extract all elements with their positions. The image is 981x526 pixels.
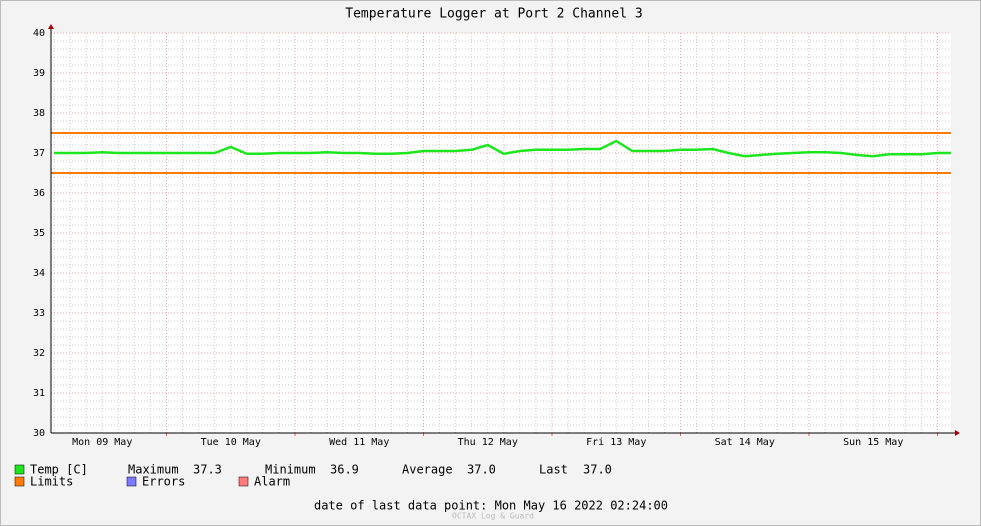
stat-value: 37.3 [193,463,222,477]
x-tick-label: Sun 15 May [843,437,903,448]
stat-label: Last [539,463,568,477]
marks [51,132,951,174]
y-tick-label: 39 [33,68,45,79]
y-tick-label: 35 [33,228,45,239]
y-tick-label: 40 [33,28,45,39]
legend-label: Alarm [254,475,290,489]
y-arrow [48,24,54,29]
y-tick-label: 33 [33,308,45,319]
x-tick-label: Thu 12 May [458,437,518,448]
series-line [54,139,951,158]
watermark: OCTAX Log & Guard [452,512,534,521]
x-tick-label: Tue 10 May [201,437,261,448]
y-tick-label: 37 [33,148,45,159]
legend-swatch [126,476,137,487]
stat-label: Minimum [265,463,316,477]
stat-value: 37.0 [467,463,496,477]
legend-swatch [238,476,249,487]
legend-swatch [14,464,25,475]
y-tick-label: 38 [33,108,45,119]
x-tick-label: Mon 09 May [72,437,132,448]
y-tick-label: 36 [33,188,45,199]
stat-value: 36.9 [330,463,359,477]
chart-title: Temperature Logger at Port 2 Channel 3 [345,7,642,22]
x-tick-label: Fri 13 May [586,437,646,448]
x-tick-label: Sat 14 May [715,437,775,448]
x-tick-label: Wed 11 May [329,437,389,448]
stat-value: 37.0 [583,463,612,477]
y-tick-label: 32 [33,348,45,359]
grid [51,32,951,436]
y-tick-label: 30 [33,428,45,439]
legend-label: Errors [142,475,185,489]
footer: date of last data point: Mon May 16 2022… [314,499,668,513]
legend-label: Temp [C] [30,463,88,477]
y-tick-label: 34 [33,268,45,279]
legend: Temp [C] Maximum 37.3 Minimum 36.9 Average 37.… [14,463,612,489]
stat-label: Maximum [128,463,179,477]
stat-label: Average [402,463,453,477]
y-tick-label: 31 [33,388,45,399]
x-arrow [955,430,960,436]
legend-swatch [14,476,25,487]
legend-label: Limits [30,475,73,489]
